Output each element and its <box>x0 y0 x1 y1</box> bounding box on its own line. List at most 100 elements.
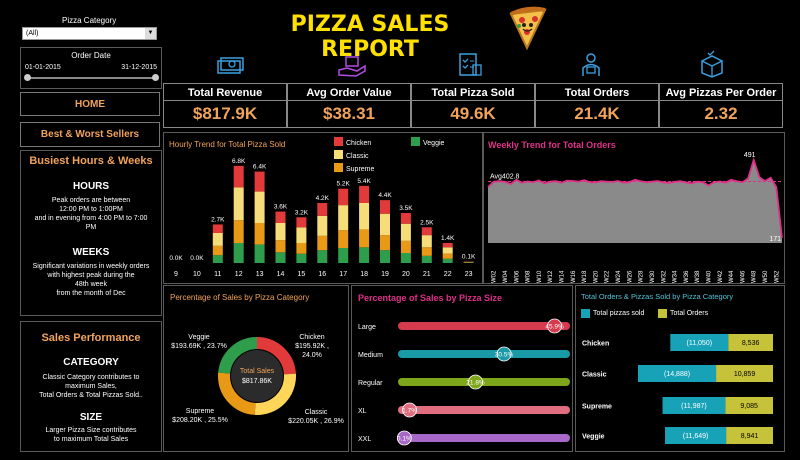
bar-veggie-19[interactable] <box>380 250 390 263</box>
bar-pizzas-sold-classic[interactable] <box>638 365 717 382</box>
week-tick-label: W14 <box>560 270 566 283</box>
kpi-card-avg-order-value: Avg Order Value $38.31 <box>287 83 411 128</box>
donut-slice-classic[interactable] <box>218 337 296 415</box>
bar-pizzas-sold-supreme[interactable] <box>662 397 726 414</box>
x-tick-label: 22 <box>444 271 452 278</box>
legend-classic: Classic <box>334 150 369 160</box>
bar-veggie-18[interactable] <box>359 247 370 263</box>
bar-chicken-19[interactable] <box>380 200 390 214</box>
week-tick-label: W52 <box>774 270 780 283</box>
bar-classic-14[interactable] <box>275 223 286 241</box>
bar-veggie-13[interactable] <box>254 244 265 263</box>
bar-total-orders-classic[interactable] <box>716 365 773 382</box>
bar-chicken-13[interactable] <box>254 171 265 192</box>
weekly-chart-title: Weekly Trend for Total Orders <box>488 140 616 150</box>
bar-classic-21[interactable] <box>421 235 432 248</box>
bar-classic-12[interactable] <box>233 187 244 221</box>
bar-supreme-15[interactable] <box>296 243 307 254</box>
bar-veggie-14[interactable] <box>275 252 286 263</box>
size-label-regular: Regular <box>358 380 383 387</box>
bar-supreme-14[interactable] <box>275 240 286 253</box>
donut-slice-supreme[interactable] <box>218 337 296 415</box>
bar-supreme-11[interactable] <box>212 245 223 256</box>
bar-supreme-20[interactable] <box>400 240 411 253</box>
best-worst-sellers-button[interactable]: Best & Worst Sellers <box>20 122 160 147</box>
bar-total-label: 2.7K <box>211 216 225 223</box>
category-select-value: (All) <box>26 30 39 37</box>
bar-supreme-18[interactable] <box>359 229 370 248</box>
bar-pizzas-sold-veggie[interactable] <box>665 427 727 444</box>
bar-supreme-21[interactable] <box>421 247 432 256</box>
bar-chicken-11[interactable] <box>212 224 223 233</box>
size-marker-large[interactable] <box>547 318 562 334</box>
hourly-chart: Chicken Veggie Classic Supreme 0.0K 9 0.0K 10 2.… <box>169 137 476 278</box>
bar-chicken-14[interactable] <box>275 211 286 223</box>
home-button[interactable]: HOME <box>20 92 160 116</box>
category-select[interactable]: (All) ▼ <box>22 27 157 40</box>
bar-classic-13[interactable] <box>254 191 265 223</box>
orders-chart: Chicken (11,050) 8,536 Classic (14,888) 10,85… <box>582 334 773 444</box>
date-slider-track[interactable] <box>27 77 155 79</box>
hourly-chart-title: Hourly Trend for Total Pizza Sold <box>169 140 286 149</box>
bar-chicken-17[interactable] <box>338 188 349 206</box>
donut-hole <box>231 350 283 402</box>
bar-veggie-12[interactable] <box>233 243 244 263</box>
date-slider-start-handle[interactable] <box>24 74 31 81</box>
bar-veggie-11[interactable] <box>212 255 223 263</box>
date-slider-end-handle[interactable] <box>152 74 159 81</box>
bar-chicken-20[interactable] <box>400 213 411 224</box>
size-marker-medium[interactable] <box>496 346 512 362</box>
size-label-xxl: XXL <box>358 436 371 443</box>
size-marker-xxl[interactable] <box>396 430 412 446</box>
bar-classic-19[interactable] <box>380 213 390 236</box>
bar-classic-16[interactable] <box>317 215 328 236</box>
bar-veggie-16[interactable] <box>317 250 328 263</box>
bar-supreme-12[interactable] <box>233 220 244 243</box>
order-date-filter: Order Date 01-01-2015 31-12-2015 <box>20 47 162 89</box>
bar-chicken-21[interactable] <box>421 227 432 236</box>
size-label-xl: XL <box>358 408 367 415</box>
bar-veggie-22[interactable] <box>442 258 453 263</box>
bar-classic-18[interactable] <box>359 203 370 230</box>
bar-chicken-18[interactable] <box>359 185 370 203</box>
busiest-panel-title[interactable]: Busiest Hours & Weeks <box>29 155 153 167</box>
legend-total-orders: Total Orders <box>670 310 709 317</box>
bar-supreme-16[interactable] <box>317 235 328 251</box>
bar-chicken-15[interactable] <box>296 217 307 228</box>
hourly-trend-panel: Hourly Trend for Total Pizza Sold Chicke… <box>163 132 483 284</box>
bar-classic-11[interactable] <box>212 233 223 246</box>
bar-pizzas-sold-chicken[interactable] <box>670 334 729 351</box>
bar-total-orders-supreme[interactable] <box>725 397 773 414</box>
bar-supreme-13[interactable] <box>254 223 265 245</box>
bar-total-orders-chicken[interactable] <box>728 334 773 351</box>
legend-veggie: Veggie <box>411 137 445 147</box>
bar-supreme-19[interactable] <box>380 235 390 251</box>
pizzas-sold-value: (11,050) <box>686 340 712 347</box>
week-tick-label: W44 <box>729 270 735 283</box>
bar-total-label: 0.0K <box>169 255 183 262</box>
bar-chicken-16[interactable] <box>317 203 328 216</box>
bar-veggie-20[interactable] <box>400 253 411 263</box>
bar-chicken-12[interactable] <box>233 165 244 188</box>
bar-supreme-17[interactable] <box>338 230 349 248</box>
chevron-down-icon[interactable]: ▼ <box>145 28 156 39</box>
size-marker-xl[interactable] <box>402 402 417 418</box>
donut-slice-veggie[interactable] <box>218 337 296 415</box>
bar-veggie-21[interactable] <box>421 255 432 263</box>
bar-classic-15[interactable] <box>296 227 307 243</box>
week-tick-label: W34 <box>673 270 679 283</box>
weekly-line[interactable] <box>487 157 783 239</box>
bar-total-orders-veggie[interactable] <box>726 427 773 444</box>
bar-veggie-15[interactable] <box>296 253 307 263</box>
bar-classic-20[interactable] <box>400 223 411 241</box>
bar-veggie-17[interactable] <box>338 248 349 263</box>
bar-classic-22[interactable] <box>442 247 453 254</box>
kpi-card-total-pizza-sold: Total Pizza Sold 49.6K <box>411 83 535 128</box>
total-orders-value: 10,859 <box>734 371 756 378</box>
bar-chicken-22[interactable] <box>442 243 453 248</box>
legend-swatch-pizzas-sold <box>581 309 590 318</box>
bar-classic-17[interactable] <box>338 205 349 231</box>
size-marker-regular[interactable] <box>468 374 483 390</box>
x-tick-label: 9 <box>174 271 178 278</box>
bar-supreme-22[interactable] <box>442 253 453 259</box>
